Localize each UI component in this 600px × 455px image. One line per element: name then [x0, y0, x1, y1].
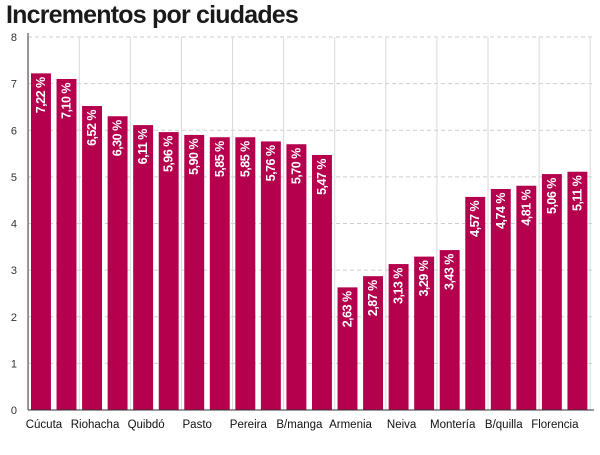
data-label: 3,43 % — [443, 254, 457, 290]
data-label: 2,87 % — [366, 280, 380, 316]
x-tick-label: Riohacha — [71, 419, 120, 431]
data-label: 5,85 % — [238, 141, 252, 177]
bar — [209, 137, 230, 410]
x-tick-label: B/manga — [276, 419, 323, 431]
y-tick-label: 1 — [11, 358, 17, 370]
x-tick-label: Pasto — [183, 419, 212, 431]
bar — [439, 250, 460, 410]
data-label: 4,57 % — [468, 201, 482, 237]
chart-title: Incrementos por ciudades — [6, 1, 299, 29]
data-label: 4,81 % — [519, 189, 533, 225]
x-tick-label: Quibdó — [128, 419, 165, 431]
bar — [363, 276, 384, 410]
bar — [82, 106, 103, 410]
x-tick-label: Montería — [430, 419, 476, 431]
x-tick-label: B/quilla — [485, 419, 523, 431]
axis-layer: 0 1 2 3 4 5 6 7 8 Cúcuta Riohacha Quibdó Pasto Pereir… — [11, 32, 594, 431]
x-tick-label: Armenia — [329, 419, 372, 431]
data-label: 3,13 % — [392, 268, 406, 304]
y-tick-label: 8 — [11, 32, 17, 44]
bar — [133, 125, 154, 410]
bar — [567, 171, 588, 410]
y-tick-label: 5 — [11, 172, 17, 184]
bar — [490, 188, 511, 410]
data-label: 7,10 % — [60, 83, 74, 119]
data-label: 5,06 % — [545, 178, 559, 214]
x-tick-label: Cúcuta — [26, 419, 63, 431]
data-label: 6,52 % — [85, 110, 99, 146]
bar — [56, 78, 77, 411]
data-label: 5,11 % — [570, 175, 584, 211]
data-label: 2,63 % — [341, 291, 355, 327]
x-tick-label: Pereira — [230, 419, 268, 431]
bar — [158, 132, 179, 411]
data-label: 4,74 % — [494, 193, 508, 229]
bar — [107, 116, 128, 410]
bars-layer: 7,22 % 7,10 % 6,52 % 6,30 % 6,11 % 5,96 % 5,90… — [31, 73, 588, 411]
data-label: 5,90 % — [187, 139, 201, 175]
bar — [31, 73, 51, 411]
data-label: 5,96 % — [162, 136, 176, 172]
y-tick-label: 7 — [11, 79, 17, 91]
bar — [414, 256, 435, 410]
bar — [312, 154, 332, 410]
bar — [286, 144, 307, 411]
bar — [516, 185, 537, 410]
bar — [184, 134, 205, 410]
y-tick-label: 4 — [11, 219, 17, 231]
x-tick-label: Neiva — [387, 419, 417, 431]
y-tick-label: 0 — [11, 405, 17, 417]
bar — [465, 196, 486, 410]
y-tick-label: 3 — [11, 265, 17, 277]
bar — [260, 141, 281, 410]
data-label: 7,22 % — [34, 77, 48, 113]
data-label: 5,47 % — [315, 159, 329, 195]
bar — [337, 287, 358, 410]
y-tick-label: 6 — [11, 125, 17, 137]
bar — [388, 264, 409, 410]
y-tick-label: 2 — [11, 312, 17, 324]
data-label: 5,85 % — [213, 141, 227, 177]
bar — [541, 174, 562, 410]
data-label: 3,29 % — [417, 260, 431, 296]
data-label: 5,70 % — [289, 148, 303, 184]
data-label: 6,30 % — [111, 120, 125, 156]
x-tick-label: Florencia — [531, 419, 579, 431]
bar — [235, 137, 256, 410]
data-label: 5,76 % — [264, 145, 278, 181]
data-label: 6,11 % — [136, 129, 150, 165]
